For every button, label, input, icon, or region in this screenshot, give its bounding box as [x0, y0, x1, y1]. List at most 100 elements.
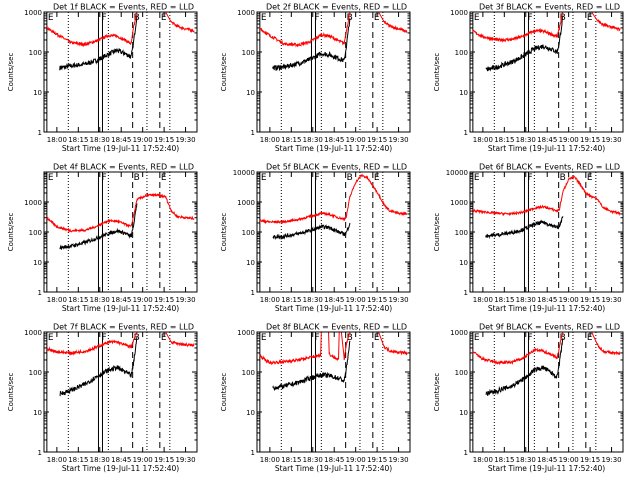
- series-line-lld: [46, 331, 195, 356]
- x-tick-label: 18:45: [537, 456, 557, 464]
- y-tick-label: 1: [464, 449, 468, 457]
- series-line-lld: [472, 175, 621, 217]
- marker-label: E: [48, 173, 54, 183]
- series-line-lld: [46, 11, 195, 48]
- x-tick-label: 18:15: [281, 456, 301, 464]
- marker-label: E: [161, 173, 167, 183]
- y-axis-label: Counts/sec: [433, 53, 441, 92]
- x-tick-label: 18:30: [303, 296, 323, 304]
- y-axis-label: Counts/sec: [7, 53, 15, 92]
- x-tick-label: 19:30: [175, 296, 195, 304]
- x-axis-label: Start Time (19-Jul-11 17:52:40): [62, 144, 179, 153]
- x-tick-label: 18:00: [260, 296, 280, 304]
- x-tick-label: 18:45: [111, 296, 131, 304]
- x-tick-label: 19:00: [346, 136, 366, 144]
- y-tick-label: 1: [38, 129, 42, 137]
- x-tick-label: 19:15: [154, 456, 174, 464]
- x-axis-label: Start Time (19-Jul-11 17:52:40): [488, 304, 605, 313]
- x-axis-label: Start Time (19-Jul-11 17:52:40): [62, 464, 179, 473]
- series-line-events: [485, 338, 564, 396]
- marker-label: E: [587, 173, 593, 183]
- y-tick-label: 1000: [24, 199, 42, 207]
- x-tick-label: 18:30: [303, 136, 323, 144]
- x-tick-label: 19:30: [175, 136, 195, 144]
- y-tick-label: 100: [455, 49, 468, 57]
- marker-label: F: [101, 333, 106, 343]
- marker-label: E: [474, 333, 480, 343]
- y-tick-label: 10000: [446, 169, 468, 177]
- series-line-events: [272, 18, 351, 72]
- x-axis-label: Start Time (19-Jul-11 17:52:40): [488, 464, 605, 473]
- marker-label: B: [347, 173, 353, 183]
- x-axis-label: Start Time (19-Jul-11 17:52:40): [488, 144, 605, 153]
- x-tick-label: 18:15: [494, 296, 514, 304]
- marker-label: F: [527, 13, 532, 23]
- marker-label: E: [48, 13, 54, 23]
- series-line-events: [272, 222, 351, 241]
- x-axis-label: Start Time (19-Jul-11 17:52:40): [62, 304, 179, 313]
- plot-frame: [43, 331, 198, 453]
- x-tick-label: 18:30: [516, 456, 536, 464]
- series-line-lld: [259, 173, 408, 225]
- x-tick-label: 19:30: [388, 456, 408, 464]
- marker-label: F: [101, 13, 106, 23]
- x-tick-label: 19:15: [580, 136, 600, 144]
- x-tick-label: 19:15: [367, 456, 387, 464]
- series-line-events: [272, 340, 351, 392]
- marker-label: E: [261, 173, 267, 183]
- panel-title: Det 2f BLACK = Events, RED = LLD: [266, 3, 407, 12]
- y-tick-label: 10: [33, 409, 42, 417]
- x-tick-label: 18:15: [281, 136, 301, 144]
- x-tick-label: 18:45: [111, 456, 131, 464]
- panel-title: Det 5f BLACK = Events, RED = LLD: [266, 163, 407, 172]
- x-tick-label: 18:45: [537, 136, 557, 144]
- x-tick-label: 19:30: [388, 136, 408, 144]
- marker-label: E: [374, 13, 380, 23]
- x-tick-label: 18:00: [47, 456, 67, 464]
- series-line-events: [485, 216, 564, 240]
- x-tick-label: 19:00: [346, 296, 366, 304]
- y-tick-label: 1: [464, 129, 468, 137]
- panel-title: Det 9f BLACK = Events, RED = LLD: [479, 323, 620, 332]
- y-tick-label: 10: [459, 89, 468, 97]
- x-tick-label: 18:15: [281, 296, 301, 304]
- x-tick-label: 18:00: [260, 136, 280, 144]
- y-tick-label: 1: [464, 289, 468, 297]
- series-line-events: [485, 15, 564, 72]
- panel-title: Det 4f BLACK = Events, RED = LLD: [53, 163, 194, 172]
- panel-title: Det 1f BLACK = Events, RED = LLD: [53, 3, 194, 12]
- x-tick-label: 19:15: [367, 136, 387, 144]
- x-axis-label: Start Time (19-Jul-11 17:52:40): [275, 144, 392, 153]
- x-tick-label: 19:15: [154, 136, 174, 144]
- y-tick-label: 1: [38, 289, 42, 297]
- x-tick-label: 18:00: [473, 136, 493, 144]
- y-axis-label: Counts/sec: [220, 213, 228, 252]
- x-tick-label: 18:30: [90, 136, 110, 144]
- x-tick-label: 18:15: [68, 456, 88, 464]
- y-axis-label: Counts/sec: [220, 53, 228, 92]
- y-tick-label: 100: [242, 229, 255, 237]
- x-tick-label: 19:00: [133, 296, 153, 304]
- y-tick-label: 1000: [450, 9, 468, 17]
- marker-label: F: [527, 333, 532, 343]
- panel-title: Det 7f BLACK = Events, RED = LLD: [53, 323, 194, 332]
- series-line-lld: [472, 331, 621, 366]
- plot-frame: [43, 11, 198, 133]
- marker-label: E: [587, 13, 593, 23]
- marker-label: E: [261, 333, 267, 343]
- marker-label: F: [101, 173, 106, 183]
- marker-label: B: [347, 13, 353, 23]
- y-tick-label: 100: [29, 369, 42, 377]
- y-tick-label: 10: [33, 89, 42, 97]
- marker-label: E: [161, 13, 167, 23]
- x-tick-label: 18:15: [494, 136, 514, 144]
- series-line-events: [59, 203, 138, 251]
- marker-label: E: [474, 13, 480, 23]
- marker-label: F: [314, 333, 319, 343]
- x-tick-label: 19:30: [601, 136, 621, 144]
